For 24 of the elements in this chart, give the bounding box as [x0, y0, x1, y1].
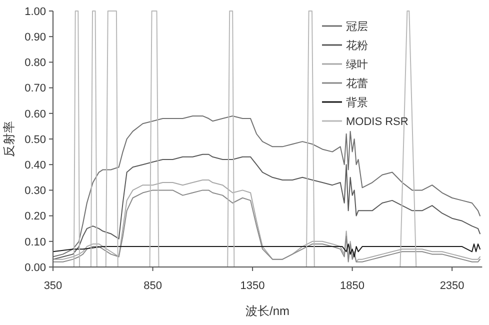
legend-label: 冠层 [346, 20, 368, 33]
x-tick-label: 350 [44, 280, 62, 292]
y-tick-label: 0.70 [24, 82, 46, 95]
x-tick-label: 2350 [440, 280, 464, 292]
y-tick-label: 0.10 [24, 236, 46, 248]
y-axis-title: 反射率 [2, 121, 16, 157]
x-tick-label: 850 [144, 280, 162, 292]
legend-label: 背景 [346, 96, 368, 109]
legend-label: 绿叶 [346, 58, 368, 71]
y-tick-label: 0.80 [24, 57, 46, 70]
legend-label: 花粉 [346, 38, 368, 52]
y-tick-label: 0.90 [24, 31, 46, 44]
y-tick-label: 0.20 [24, 210, 46, 223]
legend-label: MODIS RSR [346, 116, 408, 128]
y-tick-label: 0.40 [24, 159, 46, 172]
x-tick-label: 1850 [340, 280, 365, 292]
y-tick-label: 0.50 [24, 134, 46, 146]
x-axis-title: 波长/nm [245, 304, 290, 318]
y-tick-label: 0.60 [24, 108, 46, 120]
y-tick-label: 0.00 [24, 262, 46, 274]
x-tick-label: 1350 [240, 280, 265, 292]
y-tick-label: 0.30 [24, 185, 46, 198]
legend-label: 花蕾 [346, 76, 368, 90]
y-tick-label: 1.00 [24, 6, 46, 18]
